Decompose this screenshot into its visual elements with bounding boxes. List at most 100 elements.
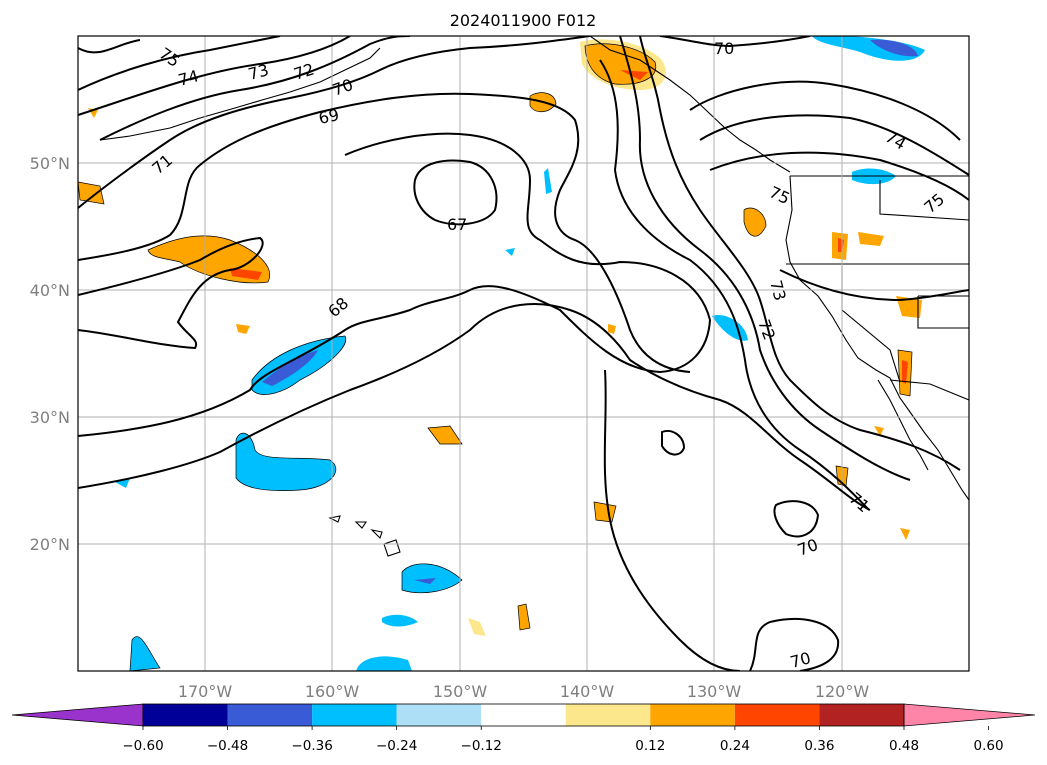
contour-gulf [779, 269, 969, 302]
lon-tick-label: 150°W [433, 682, 488, 701]
contour-67 [413, 159, 498, 226]
contour-68 [78, 132, 712, 437]
contour-72 [99, 36, 411, 141]
colorbar-tick-label: −0.24 [376, 738, 417, 754]
alaska-coast [589, 36, 791, 173]
colorbar-extend-high [903, 703, 1036, 727]
shaded-fields [78, 36, 925, 671]
pos-patch [593, 501, 617, 523]
colorbar-tick-label: 0.48 [889, 738, 919, 754]
colorbar-segment [481, 704, 566, 726]
map-frame [77, 35, 970, 672]
contour-69 [78, 92, 691, 373]
contour-75-east [699, 114, 969, 176]
baja-coast [877, 379, 929, 471]
contour-label: 73 [246, 60, 271, 84]
pos-core [230, 268, 262, 280]
neg-patch [129, 636, 161, 671]
contour-71 [78, 36, 591, 209]
contour-76-east [709, 151, 969, 201]
lon-tick-label: 130°W [687, 682, 742, 701]
contour-73 [78, 36, 351, 116]
pos-patch [608, 324, 616, 334]
state-border [917, 295, 969, 329]
neg-patch [505, 248, 515, 256]
colorbar: −0.60 −0.48 −0.36 −0.24 −0.12 0.12 0.24 0.36 0.4… [11, 703, 1036, 754]
contour-70-ridge [659, 36, 811, 48]
contour-72-trough [619, 36, 911, 481]
pos-core [620, 70, 648, 80]
colorbar-tick-label: 0.12 [635, 738, 665, 754]
colorbar-segment [143, 704, 228, 726]
colorbar-tick-label: −0.12 [461, 738, 502, 754]
lat-tick-label: 40°N [30, 281, 70, 300]
coastlines [99, 36, 969, 557]
pos-patch [858, 232, 884, 246]
lon-axis: 170°W 160°W 150°W 140°W 130°W 120°W [178, 682, 870, 701]
contour-label: 70 [714, 39, 734, 58]
pos-patch [896, 296, 922, 318]
contour-70-south-loop [603, 369, 840, 671]
colorbar-segment [565, 704, 651, 726]
colorbar-tick-label: 0.60 [974, 738, 1004, 754]
neg-patch [235, 432, 337, 492]
colorbar-tick-label: −0.48 [207, 738, 248, 754]
lat-axis: 50°N 40°N 30°N 20°N [30, 154, 70, 554]
contour-small-loop [661, 430, 686, 456]
pos-patch [236, 324, 250, 334]
neg-core [262, 350, 318, 386]
contour-small-loop [773, 500, 820, 538]
neg-patch [382, 614, 418, 627]
pos-patch [427, 425, 463, 445]
colorbar-extend-low [11, 703, 144, 727]
colorbar-outline [142, 703, 905, 727]
map-title: 2024011900 F012 [450, 11, 597, 30]
colorbar-segment [650, 704, 735, 726]
lon-tick-label: 120°W [815, 682, 870, 701]
colorbar-segment [819, 704, 904, 726]
lon-tick-label: 140°W [560, 682, 615, 701]
neg-core [414, 578, 436, 584]
contour-71-trough [599, 59, 870, 511]
pos-patch [743, 207, 767, 237]
colorbar-tick-label: −0.36 [291, 738, 332, 754]
colorbar-tick-label: 0.36 [804, 738, 834, 754]
contour-74 [78, 36, 281, 91]
contour-label: 74 [176, 66, 201, 90]
contour-74-east [689, 80, 961, 141]
lat-tick-label: 30°N [30, 408, 70, 427]
map-area: 75 74 73 72 70 69 71 67 68 70 73 72 71 7… [78, 36, 969, 672]
contour-label: 69 [317, 105, 341, 128]
neg-core [870, 39, 918, 57]
lat-tick-label: 50°N [30, 154, 70, 173]
contour-label: 67 [447, 215, 467, 234]
lon-tick-label: 160°W [305, 682, 360, 701]
contour-75-west [78, 39, 141, 54]
pos-patch [874, 426, 884, 436]
neg-patch [356, 656, 412, 671]
north-america-coast [785, 175, 969, 501]
contour-73-trough [639, 36, 961, 471]
contour-label: 73 [766, 278, 790, 303]
colorbar-segment [312, 704, 397, 726]
neg-patch [115, 478, 130, 488]
colorbar-segment [227, 704, 313, 726]
neg-patch [544, 168, 552, 194]
mexico-border [889, 379, 969, 401]
gridlines [78, 36, 969, 671]
pos-core [902, 360, 908, 384]
colorbar-tick-label: 0.24 [720, 738, 750, 754]
hawaii-island [328, 515, 401, 557]
pos-patch [900, 528, 910, 540]
contour-70-south [78, 303, 871, 511]
colorbar-segment [734, 704, 820, 726]
lon-tick-label: 170°W [178, 682, 233, 701]
contour-label: 70 [788, 648, 813, 672]
pos-patch [78, 181, 105, 205]
pos-patch [468, 618, 486, 636]
colorbar-tick-label: −0.60 [122, 738, 163, 754]
pos-patch [517, 603, 531, 631]
colorbar-segment [396, 704, 482, 726]
lat-tick-label: 20°N [30, 535, 70, 554]
